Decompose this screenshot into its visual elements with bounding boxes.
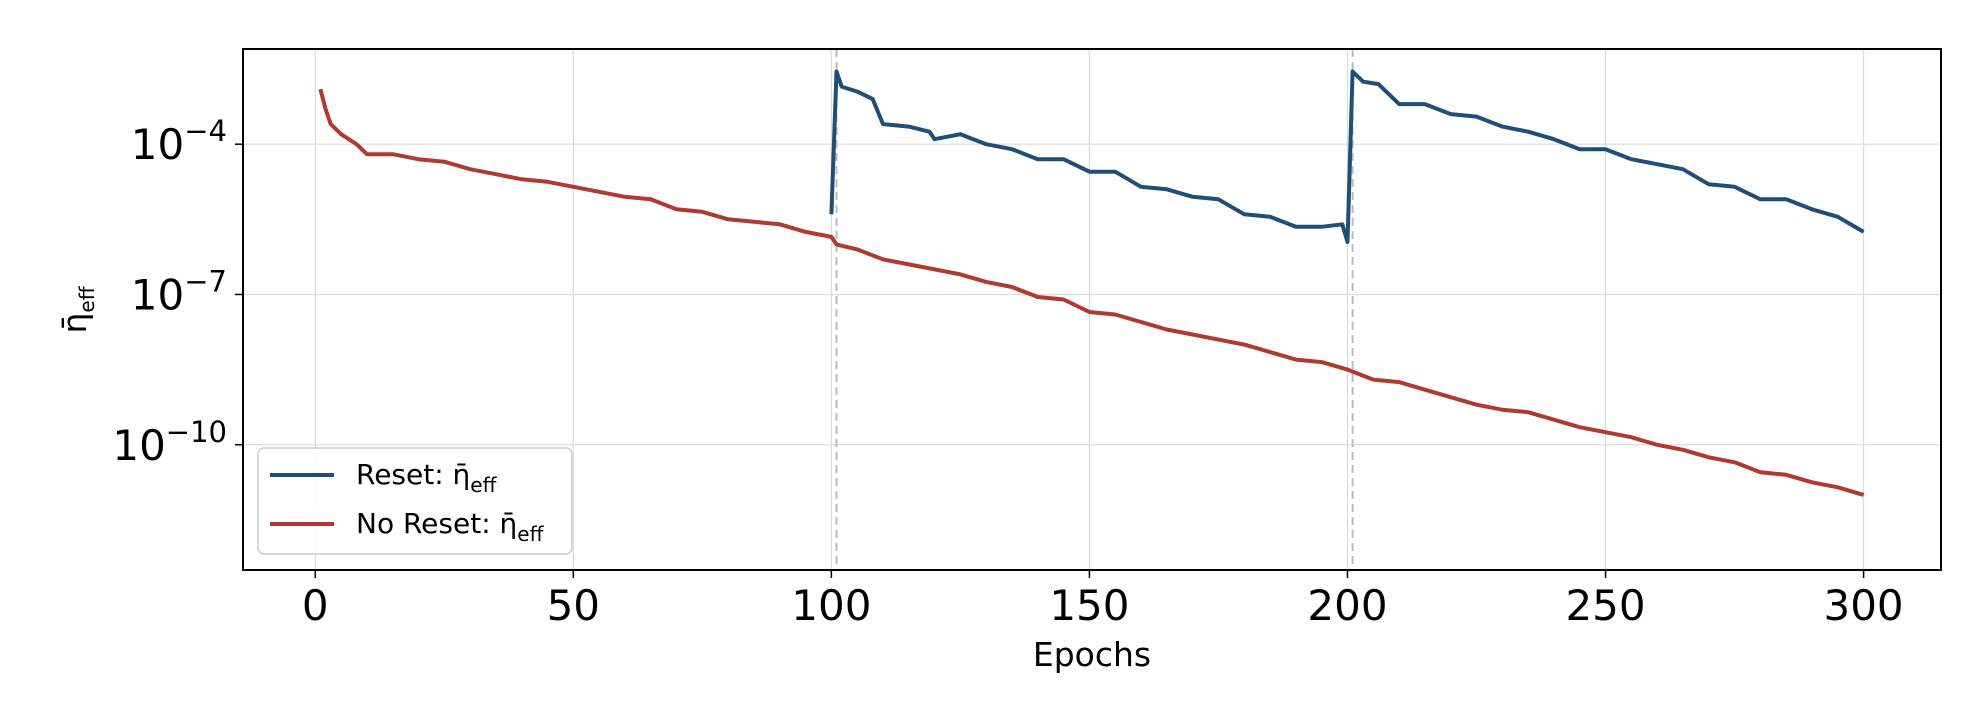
x-tick-label: 200 [1307, 581, 1387, 630]
y-tick-label: 10−4 [131, 114, 227, 169]
plot-frame [242, 48, 1942, 571]
series-line-0 [829, 69, 1865, 244]
legend-label-no-reset: No Reset: η̄eff [356, 507, 545, 546]
legend-label-reset: Reset: η̄eff [356, 458, 498, 497]
y-axis-label: η̄eff [55, 285, 99, 333]
reset-markers [835, 49, 1354, 570]
y-tick-label: 10−7 [131, 264, 227, 319]
y-tick-label: 10−10 [112, 415, 227, 470]
x-tick-label: 250 [1565, 581, 1645, 630]
series-line-1 [318, 88, 1865, 497]
x-tick-label: 0 [302, 581, 329, 630]
y-axis-label-main: η̄ [55, 313, 94, 334]
svg-text:η̄eff: η̄eff [55, 285, 99, 333]
y-axis-ticks: 10−4 10−7 10−10 [112, 114, 243, 470]
x-tick-label: 300 [1823, 581, 1903, 630]
x-tick-label: 50 [547, 581, 600, 630]
x-axis-ticks: 0 50 100 150 200 250 300 [302, 570, 1904, 630]
y-axis-label-sub: eff [75, 285, 99, 312]
x-axis-label: Epochs [1033, 635, 1151, 674]
legend: Reset: η̄eff No Reset: η̄eff [257, 447, 573, 555]
legend-frame [257, 447, 573, 555]
series-layer [318, 69, 1865, 497]
x-tick-label: 100 [791, 581, 871, 630]
x-tick-label: 150 [1049, 581, 1129, 630]
